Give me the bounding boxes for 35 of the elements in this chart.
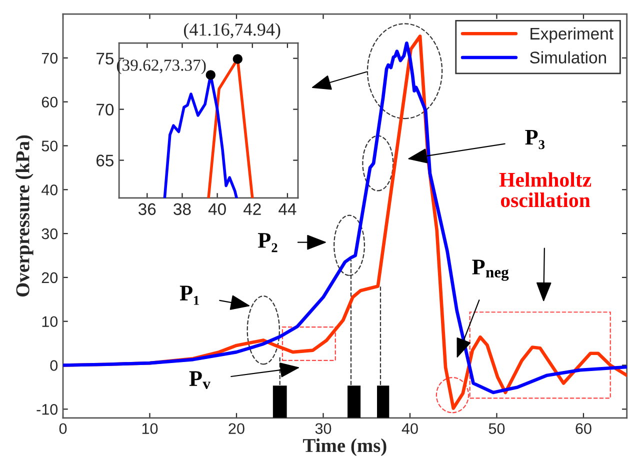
x-tick-label: 0 <box>59 423 67 434</box>
y-tick-label: 65 <box>96 154 114 166</box>
annotation: (41.16,74.94) <box>184 22 280 40</box>
x-tick-label: 50 <box>488 423 505 434</box>
annotation: P$_{v}$ <box>189 371 210 390</box>
x-tick-label: 42 <box>244 203 261 215</box>
y-tick-label: 70 <box>96 104 114 116</box>
annotation: P$_{neg}$ <box>472 260 509 281</box>
x-tick-label: 40 <box>208 203 226 216</box>
x-tick-label: 10 <box>142 423 158 434</box>
legend-label: Experiment <box>530 27 614 43</box>
annotation: P₃ <box>525 130 545 150</box>
x-tick-label: 44 <box>278 203 296 215</box>
annotation: P₂ <box>258 233 278 252</box>
y-tick-label: 10 <box>42 316 58 328</box>
x-tick-label: 40 <box>402 423 418 434</box>
y-axis-title: Overpressure (kPa) <box>16 135 34 296</box>
x-tick-label: 60 <box>576 423 592 434</box>
y-tick-label: -10 <box>36 404 58 415</box>
y-tick-label: 60 <box>42 96 58 108</box>
annotation: P₁ <box>180 286 199 305</box>
x-tick-label: 30 <box>315 423 332 434</box>
y-tick-label: 50 <box>42 140 58 152</box>
x-tick-label: 20 <box>228 423 244 434</box>
y-tick-label: 70 <box>42 52 58 64</box>
y-tick-label: 40 <box>42 184 58 196</box>
annotation: Helmholtz oscillation <box>499 172 592 208</box>
legend-label: Simulation <box>530 51 606 64</box>
y-tick-label: 30 <box>42 228 58 240</box>
x-tick-label: 38 <box>174 203 191 216</box>
y-tick-label: 20 <box>42 272 58 284</box>
y-tick-label: 0 <box>50 360 58 371</box>
x-tick-label: 36 <box>138 203 156 216</box>
x-axis-title: Time (ms) <box>303 438 386 456</box>
y-tick-label: 75 <box>96 52 114 65</box>
